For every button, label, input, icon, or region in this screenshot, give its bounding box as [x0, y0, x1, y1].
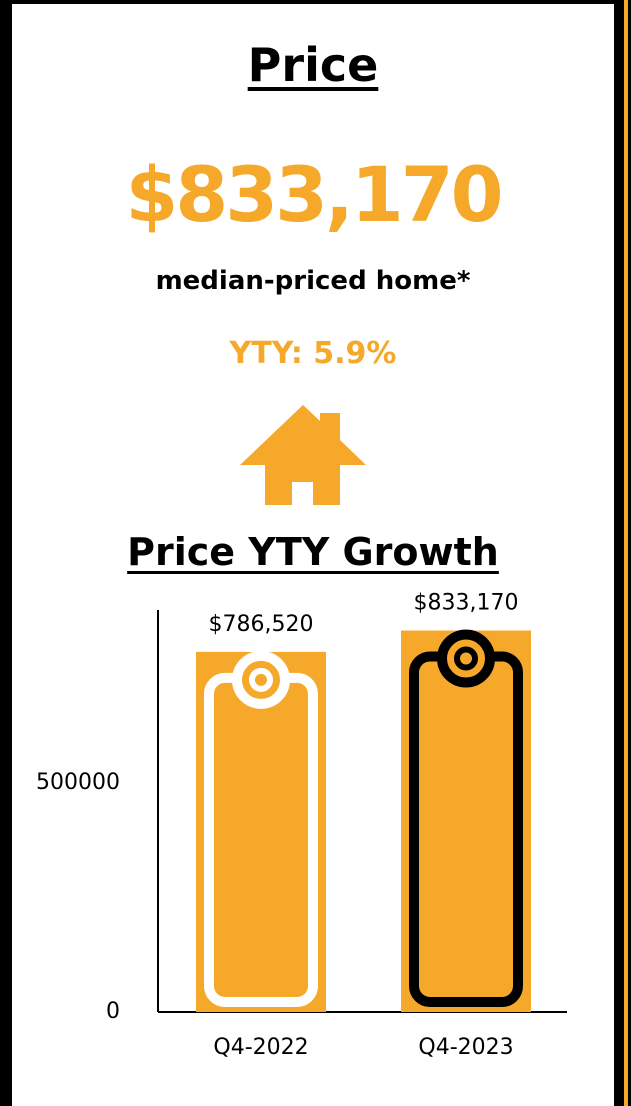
subtitle: median-priced home*: [155, 266, 471, 296]
bar: [196, 651, 326, 1012]
edge: [624, 0, 628, 1106]
chart-title: Price YTY Growth: [127, 530, 499, 574]
value-label: $786,520: [209, 612, 314, 637]
y-tick-label: 500000: [36, 770, 120, 795]
value-label: $833,170: [414, 591, 519, 616]
yty: YTY: 5.9%: [229, 336, 397, 371]
title: Price: [247, 38, 379, 92]
x-tick-label: Q4-2023: [418, 1035, 513, 1060]
price: $833,170: [125, 150, 503, 239]
house-icon: [240, 405, 366, 505]
y-tick-label: 0: [106, 999, 120, 1024]
tag-knob: [437, 629, 495, 688]
tag-hole: [249, 667, 273, 692]
x-tick-label: Q4-2022: [213, 1035, 308, 1060]
tag-knob: [232, 650, 290, 709]
bar: [401, 630, 531, 1012]
tag-hole: [454, 646, 478, 671]
